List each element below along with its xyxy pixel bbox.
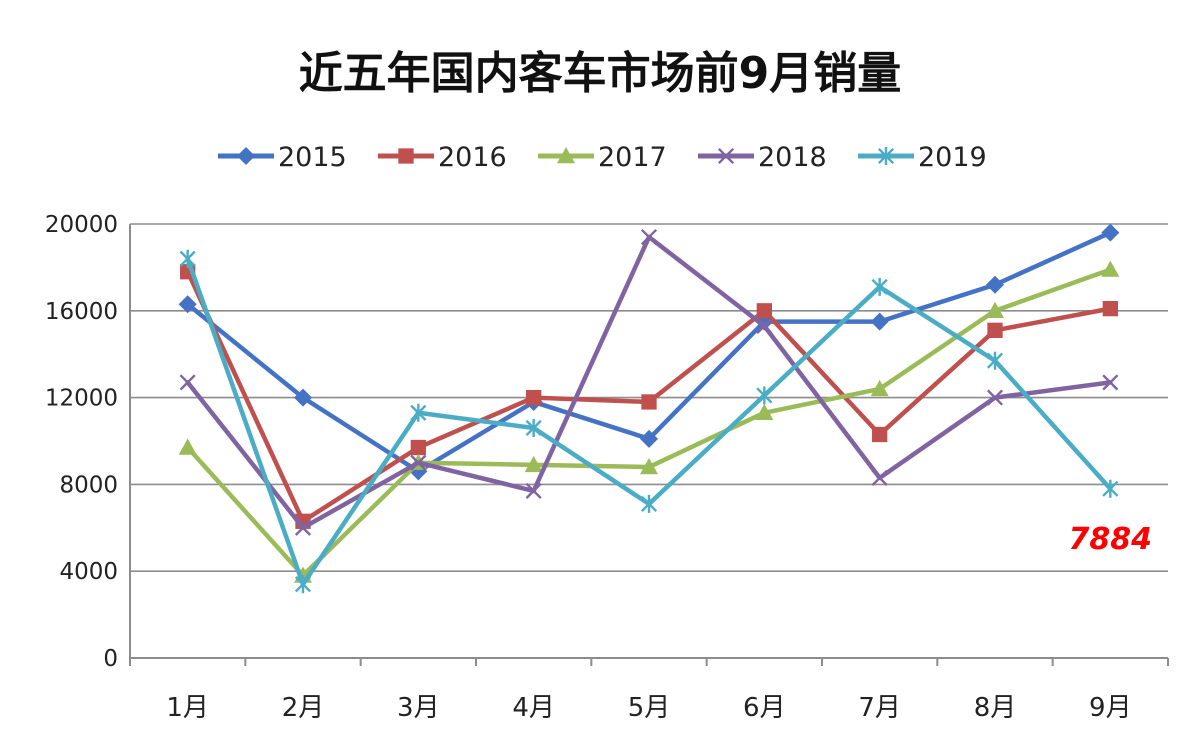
y-tick-label: 0: [103, 646, 118, 672]
data-point-marker: [294, 388, 312, 407]
legend-item-2016: 2016: [378, 142, 507, 173]
data-point-marker: [755, 403, 774, 420]
data-point-marker: [525, 482, 542, 499]
data-point-marker: [640, 494, 658, 513]
data-point-marker: [1101, 223, 1120, 242]
chart-title: 近五年国内客车市场前9月销量: [299, 48, 902, 99]
legend-item-2015: 2015: [218, 142, 347, 173]
axes: [129, 224, 1169, 666]
data-point-marker: [871, 277, 888, 296]
legend-item-2019: 2019: [858, 142, 987, 173]
annotations: 7884: [1069, 522, 1153, 557]
x-tick-label: 9月: [1089, 693, 1132, 723]
data-point-marker: [526, 389, 542, 406]
data-point-marker: [986, 275, 1004, 294]
data-point-marker: [756, 386, 773, 405]
data-point-marker: [877, 147, 895, 165]
y-tick-label: 12000: [45, 386, 118, 412]
legend-item-2018: 2018: [698, 142, 827, 173]
x-tick-label: 7月: [858, 693, 901, 723]
data-point-marker: [640, 429, 658, 448]
data-point-marker: [756, 317, 773, 335]
series-line-2017: [185, 267, 1113, 578]
data-point-marker: [525, 418, 542, 437]
data-point-marker: [640, 458, 658, 475]
y-tick-label: 20000: [45, 212, 118, 238]
y-tick-label: 16000: [45, 299, 118, 325]
y-tick-label: 8000: [59, 472, 118, 498]
data-point-marker: [410, 403, 427, 422]
data-point-marker: [986, 389, 1004, 406]
data-point-marker: [870, 379, 889, 397]
series-2018: [179, 228, 1119, 536]
x-tick-label: 1月: [166, 693, 209, 723]
data-point-marker: [178, 295, 197, 314]
data-point-marker: [557, 147, 575, 164]
data-point-marker: [524, 455, 543, 473]
data-point-marker: [179, 374, 196, 391]
data-point-marker: [987, 322, 1003, 338]
data-point-marker: [986, 351, 1004, 370]
data-point-marker: [179, 249, 196, 268]
legend: 2015 2016 2017 2018 2019: [218, 142, 987, 173]
x-tick-label: 5月: [628, 693, 671, 723]
legend-label: 2016: [438, 142, 507, 173]
data-point-marker: [986, 301, 1004, 318]
data-point-marker: [294, 575, 312, 594]
series-2019: [179, 249, 1119, 594]
series-lines: [178, 223, 1120, 594]
data-point-marker: [1101, 260, 1120, 277]
data-point-marker: [872, 426, 888, 443]
data-point-marker: [178, 438, 197, 455]
x-axis-ticks: 1月 2月 3月 4月 5月 6月 7月 8月 9月: [166, 693, 1131, 723]
data-point-marker: [717, 147, 735, 165]
y-axis-ticks: 0 4000 8000 12000 16000 20000: [45, 212, 118, 672]
data-point-marker: [641, 394, 657, 410]
legend-label: 2019: [918, 142, 987, 173]
x-tick-label: 2月: [282, 693, 325, 723]
legend-item-2017: 2017: [538, 142, 667, 173]
data-point-marker: [1102, 300, 1118, 317]
data-point-marker: [398, 148, 414, 164]
data-point-marker: [410, 439, 426, 456]
x-tick-label: 3月: [397, 693, 440, 723]
x-tick-label: 4月: [512, 693, 555, 723]
data-point-marker: [410, 454, 427, 471]
y-tick-label: 4000: [59, 559, 118, 585]
legend-label: 2017: [598, 142, 667, 173]
legend-label: 2015: [278, 142, 347, 173]
series-2017: [178, 260, 1120, 583]
data-point-marker: [870, 312, 889, 331]
series-line-2019: [185, 256, 1113, 587]
value-annotation: 7884: [1069, 522, 1153, 557]
data-point-marker: [756, 303, 772, 319]
data-point-marker: [1102, 479, 1119, 498]
data-point-marker: [237, 147, 255, 165]
data-point-marker: [640, 228, 658, 246]
x-tick-label: 6月: [743, 693, 786, 723]
data-point-marker: [1102, 374, 1119, 391]
legend-label: 2018: [758, 142, 827, 173]
data-point-marker: [294, 519, 312, 536]
series-2016: [180, 264, 1118, 529]
x-tick-label: 8月: [974, 693, 1017, 723]
data-point-marker: [871, 469, 888, 486]
